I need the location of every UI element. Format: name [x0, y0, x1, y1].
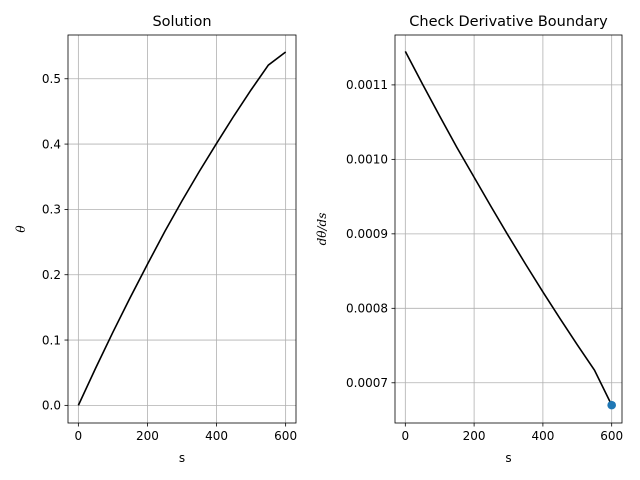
y-tick-label: 0.1 — [42, 333, 61, 347]
axes-frame — [67, 34, 297, 424]
series-line — [77, 51, 287, 406]
axes-frame — [394, 34, 623, 424]
boundary-marker-point — [607, 400, 616, 410]
y-tick-label: 0.0010 — [346, 153, 388, 167]
x-tick-label: 400 — [531, 429, 554, 443]
y-tick-label: 0.0008 — [346, 302, 388, 316]
chart-panel-2: 0 200 400 600 0.0007 0.0008 0.0009 0.0010 0.0011… — [315, 14, 623, 465]
y-tick-label: 0.0007 — [346, 376, 388, 390]
y-tick-label: 0.5 — [42, 72, 61, 86]
x-tick-label: 400 — [205, 429, 228, 443]
x-tick-label: 600 — [600, 429, 623, 443]
y-tick-label: 0.3 — [42, 203, 61, 217]
y-axis-label: dθ/ds — [315, 213, 329, 246]
y-axis-label: θ — [14, 225, 28, 233]
y-tick-label: 0.4 — [42, 137, 61, 151]
x-tick-label: 0 — [401, 429, 409, 443]
chart-title: Solution — [152, 14, 211, 30]
y-tick-label: 0.0 — [42, 399, 61, 413]
y-tick-label: 0.0011 — [346, 78, 388, 92]
chart-panel-1: 0 200 400 600 0.0 0.1 0.2 0.3 0.4 0.5 Solution s θ — [14, 14, 297, 465]
x-tick-label: 200 — [463, 429, 486, 443]
x-tick-label: 600 — [274, 429, 297, 443]
x-axis-label: s — [179, 451, 185, 465]
x-axis-label: s — [505, 451, 511, 465]
series-line — [404, 51, 613, 406]
y-tick-label: 0.2 — [42, 268, 61, 282]
x-tick-label: 200 — [136, 429, 159, 443]
x-tick-label: 0 — [75, 429, 83, 443]
y-tick-label: 0.0009 — [346, 227, 388, 241]
chart-title: Check Derivative Boundary — [409, 14, 608, 30]
